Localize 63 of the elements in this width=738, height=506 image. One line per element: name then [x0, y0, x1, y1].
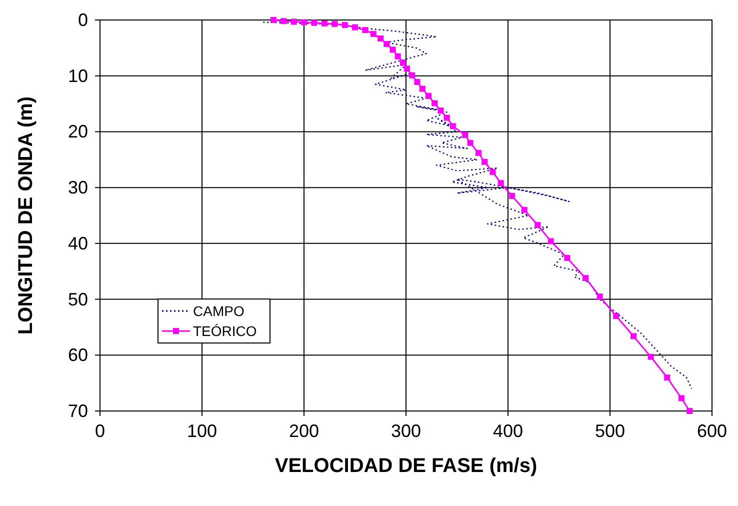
y-tick-label: 20 [68, 122, 88, 142]
x-tick-label: 400 [492, 421, 524, 441]
point [534, 222, 541, 228]
x-tick-label: 500 [594, 421, 626, 441]
point [582, 275, 589, 282]
point [311, 20, 318, 26]
point [270, 17, 276, 23]
point [280, 18, 287, 24]
point [498, 180, 504, 186]
x-tick-label: 200 [288, 421, 320, 441]
point [321, 20, 328, 26]
point [290, 18, 297, 25]
point [342, 22, 348, 28]
point [490, 168, 496, 175]
x-tick-label: 0 [94, 421, 106, 441]
legend-label: CAMPO [193, 303, 244, 319]
point [613, 313, 620, 320]
point [425, 92, 432, 99]
y-tick-label: 50 [68, 289, 88, 310]
x-tick-label: 100 [186, 421, 218, 441]
x-tick-label: 300 [390, 421, 422, 441]
point [301, 19, 307, 26]
legend-label: TEÓRICO [193, 323, 257, 339]
point [332, 20, 338, 27]
point [482, 158, 488, 165]
point [462, 132, 468, 138]
point [521, 206, 528, 213]
point [370, 30, 376, 37]
point [678, 395, 684, 402]
point [400, 59, 406, 66]
point [432, 100, 438, 106]
point [352, 24, 358, 30]
y-tick-label: 30 [68, 178, 88, 198]
point [390, 46, 396, 53]
point [548, 238, 554, 244]
point [686, 408, 693, 414]
point [648, 354, 654, 360]
point [450, 123, 456, 130]
point [467, 140, 474, 146]
y-tick-label: 10 [68, 66, 88, 86]
point [444, 114, 450, 121]
point [564, 254, 570, 261]
point [630, 333, 636, 340]
point [509, 192, 516, 199]
point [419, 86, 426, 92]
point [414, 79, 420, 85]
point [394, 53, 401, 60]
x-axis-title: VELOCIDAD DE FASE (m/s) [274, 455, 538, 477]
y-tick-label: 60 [68, 345, 88, 366]
point [475, 150, 482, 156]
y-tick-label: 70 [68, 401, 88, 421]
y-axis-title: LONGITUD DE ONDA (m) [15, 96, 37, 335]
y-tick-label: 0 [78, 10, 88, 30]
point [596, 293, 603, 300]
y-tick-label: 40 [68, 233, 88, 254]
x-tick-label: 600 [696, 421, 728, 441]
point [362, 27, 368, 34]
point [409, 72, 416, 78]
point [404, 66, 410, 72]
point [438, 107, 444, 114]
point [378, 35, 384, 42]
point [664, 374, 670, 380]
point [384, 41, 390, 48]
